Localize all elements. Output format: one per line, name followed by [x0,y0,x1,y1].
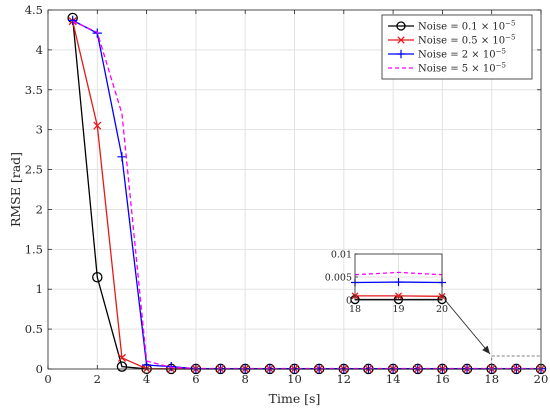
x-tick-label: 12 [336,372,351,386]
x-tick-label: 4 [143,372,150,386]
y-axis-label: RMSE [rad] [8,152,23,227]
inset-x-tick-label: 18 [349,304,361,315]
x-tick-label: 10 [287,372,302,386]
x-tick-label: 14 [386,372,401,386]
zoom-region [444,299,542,370]
marker-x [93,121,102,130]
x-tick-label: 18 [484,372,499,386]
marker-circle [116,361,128,372]
zoom-arrow-head [482,345,490,354]
marker-x [117,353,127,362]
inset-series-4 [354,271,443,276]
y-tick-label: 1 [36,282,43,296]
y-tick-label: 2.5 [25,163,43,177]
legend-label: Noise = 5 × 10−5 [418,62,506,75]
inset-y-tick-label: 0.01 [331,250,352,261]
x-tick-label: 0 [44,372,51,386]
marker-x [397,36,405,44]
marker-plus [166,362,176,372]
series-line [72,20,541,370]
y-tick-label: 0 [36,362,43,376]
y-tick-label: 3.5 [25,83,43,97]
inset-plot: 18 19 20 0 0.005 0.01 [325,250,448,316]
legend-label-exponent: −5 [496,48,506,56]
legend-entry-2: Noise = 0.5 × 10−5 [388,34,515,47]
marker-circle [92,272,103,283]
x-tick-label: 8 [242,372,249,386]
marker-plus [68,15,78,25]
marker-plus [394,278,403,287]
y-tick-label: 4.5 [25,3,43,17]
y-tick-label: 3 [36,123,43,137]
zoom-box [491,355,542,370]
x-tick-label: 2 [94,372,101,386]
marker-circle [396,21,406,31]
x-tick-label: 20 [534,372,549,386]
inset-x-tick-label: 20 [436,304,448,315]
y-tick-label: 4 [36,43,43,57]
marker-plus [396,49,406,59]
x-axis-label: Time [s] [269,391,321,406]
inset-series-line [354,271,443,276]
legend-label-exponent: −5 [496,62,506,70]
legend-label: Noise = 2 × 10−5 [418,48,506,61]
y-tick-label: 1.5 [25,242,43,256]
zoom-arrow-line [444,299,491,355]
y-tick-label: 2 [36,202,43,216]
inset-y-tick-label: 0.005 [325,273,352,284]
marker-x [395,292,402,300]
y-tick-label: 0.5 [25,322,43,336]
inset-series-2 [351,292,446,300]
legend-label-exponent: −5 [505,20,515,28]
marker-plus [117,152,127,162]
series-4 [72,20,541,370]
inset-y-tick-label: 0 [346,296,352,307]
legend-entry-4: Noise = 5 × 10−5 [388,62,506,75]
legend-entry-3: Noise = 2 × 10−5 [388,48,506,61]
legend-label: Noise = 0.1 × 10−5 [418,20,515,33]
main-ticks: 0 2 4 6 8 10 12 14 16 18 20 0 0.5 1 1.5 2 2.5 3 3.5 4 4.5 [25,3,549,386]
x-tick-label: 16 [435,372,450,386]
inset-x-tick-label: 19 [392,304,404,315]
x-tick-label: 6 [192,372,199,386]
legend-entry-1: Noise = 0.1 × 10−5 [388,20,515,33]
legend-label: Noise = 0.5 × 10−5 [418,34,515,47]
legend-label-exponent: −5 [505,34,515,42]
